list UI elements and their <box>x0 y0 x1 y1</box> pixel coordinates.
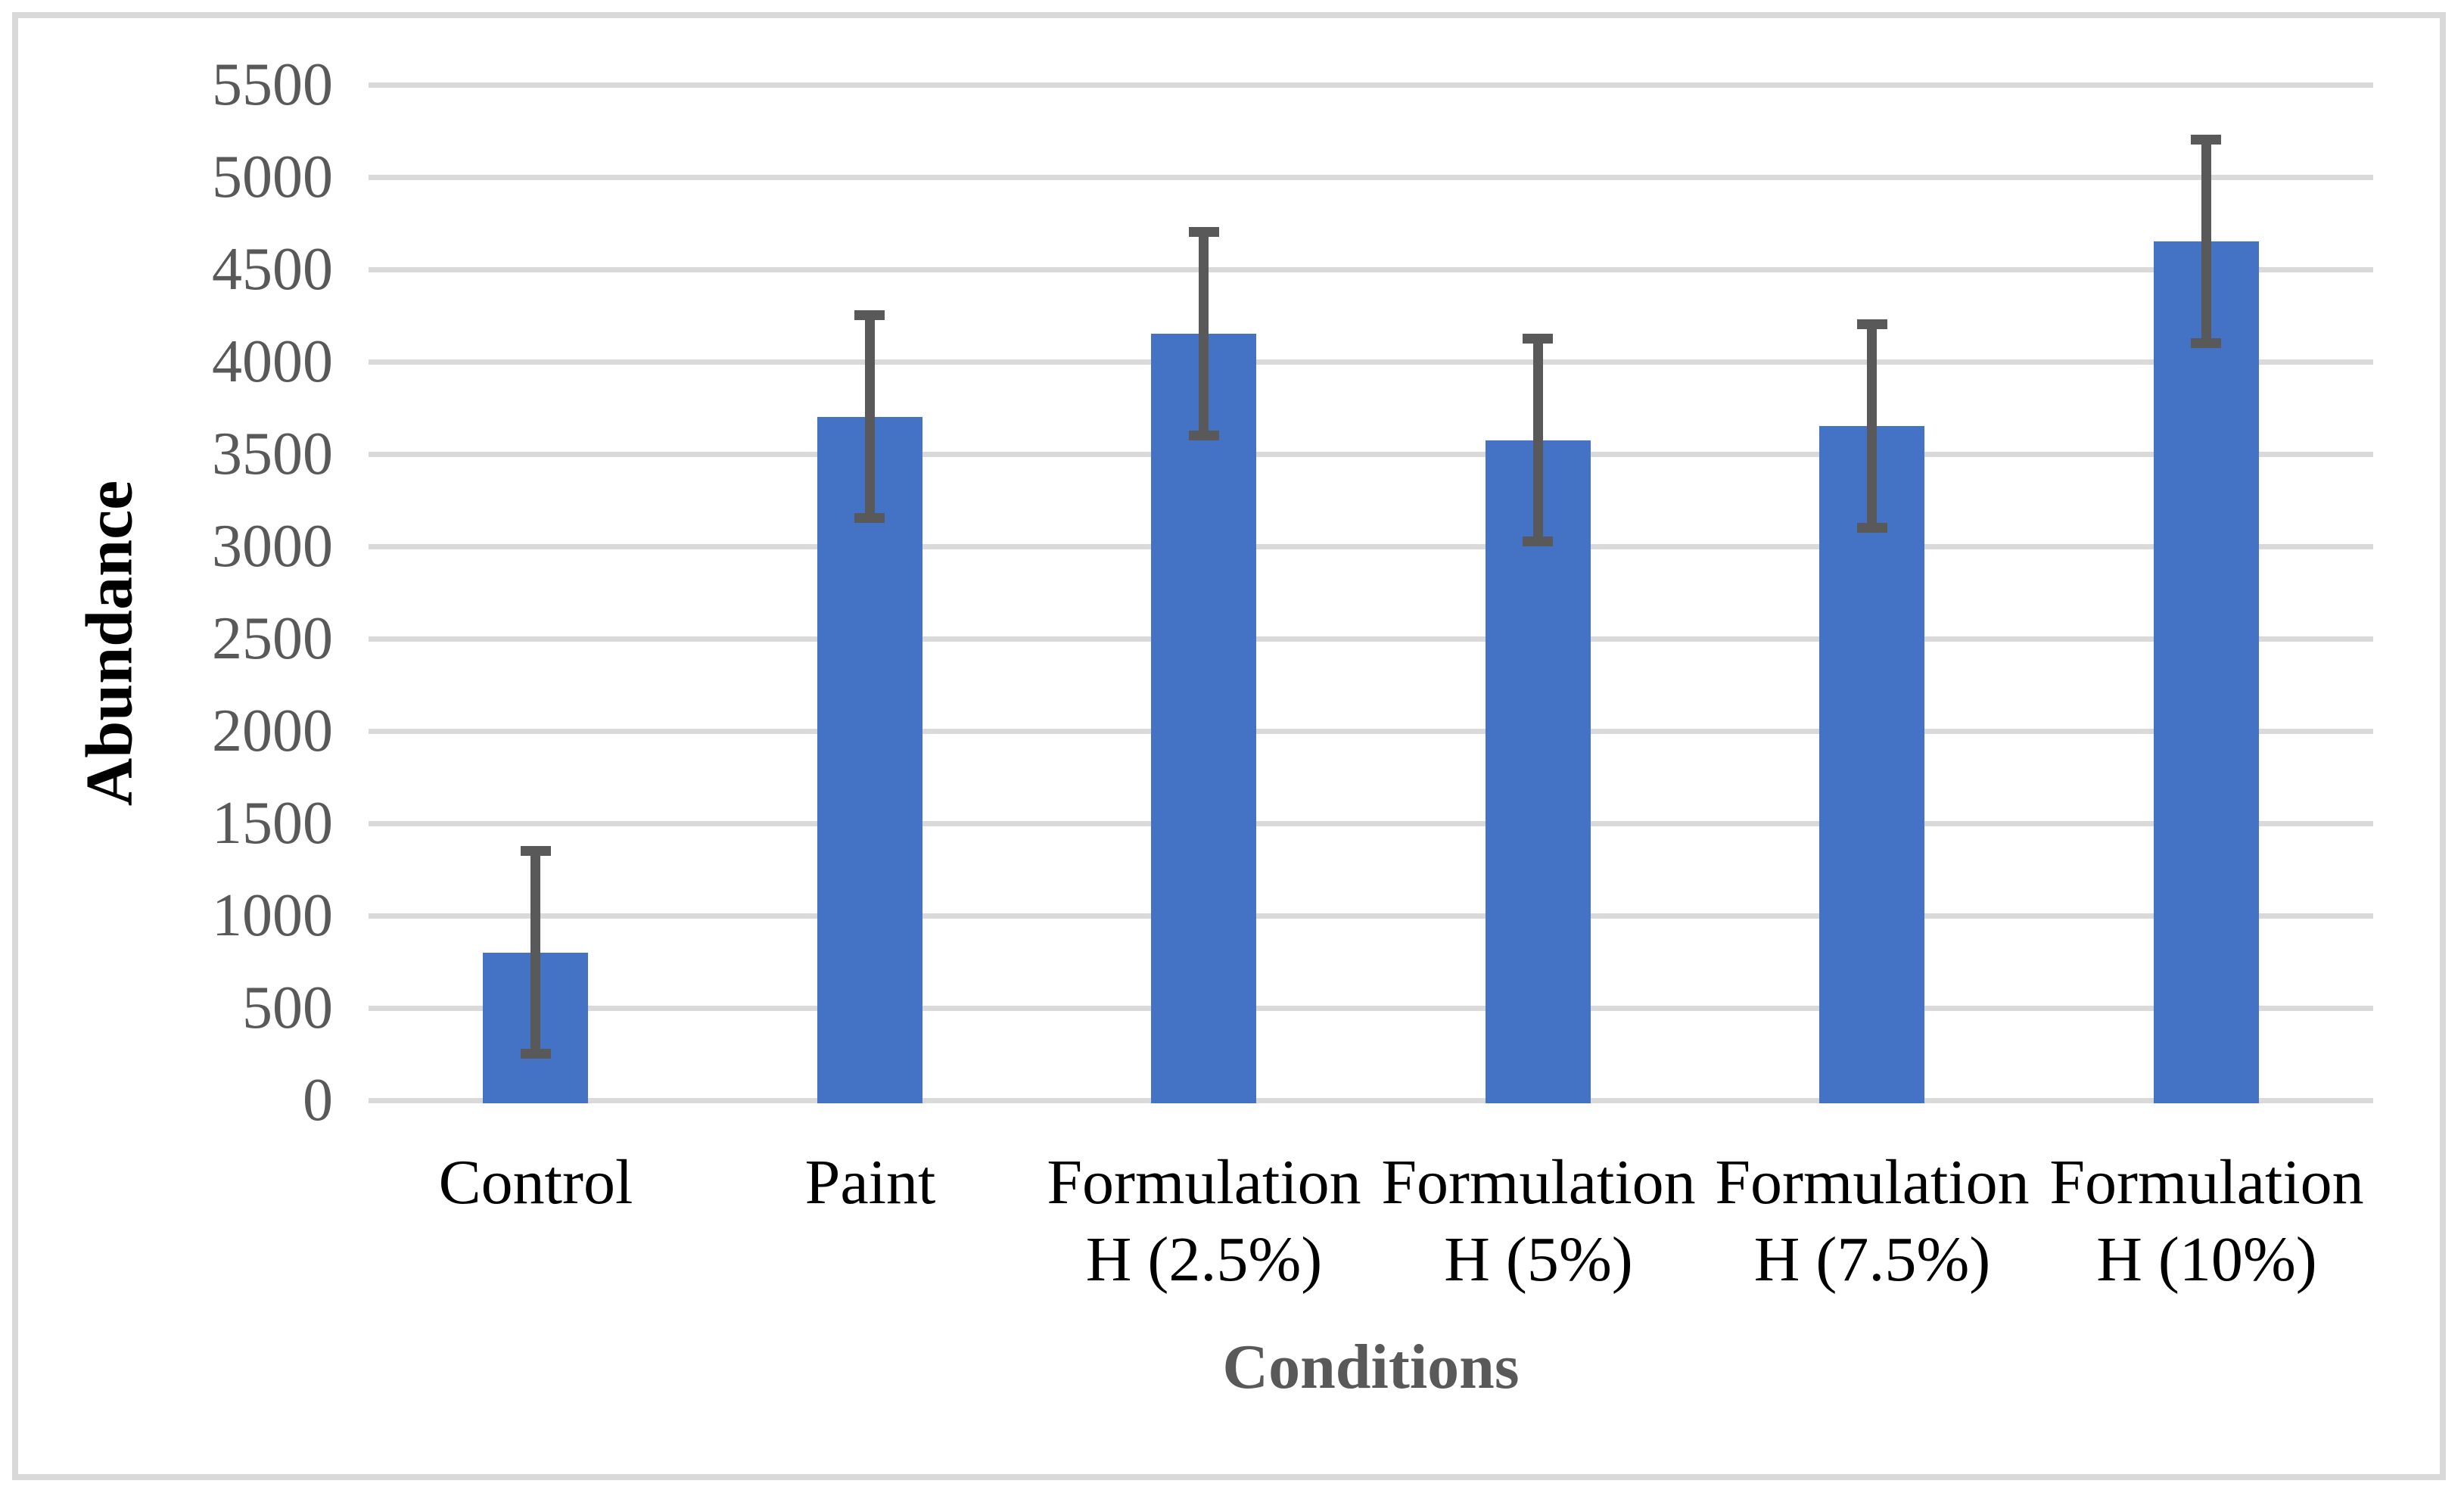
error-bar-top-cap <box>1523 334 1553 344</box>
x-axis-category-label: Formulation H (2.5%) <box>1022 1144 1386 1299</box>
error-bar-bottom-cap <box>2191 338 2221 348</box>
gridline <box>369 1006 2373 1011</box>
x-axis-category-label-line: Formulation <box>1715 1147 2030 1218</box>
x-axis-category-label-line: Formulation <box>2049 1147 2364 1218</box>
x-axis-category-label-line: Formulation <box>1381 1147 1696 1218</box>
x-axis-category-label-line: H (5%) <box>1444 1224 1633 1295</box>
y-axis-tick-label: 0 <box>303 1067 333 1134</box>
y-axis-tick-label: 3000 <box>212 513 333 580</box>
bar <box>1151 334 1256 1103</box>
x-axis-category-label-line: H (7.5%) <box>1753 1224 1991 1295</box>
y-axis-tick-label: 4000 <box>212 328 333 395</box>
error-bar-top-cap <box>1857 319 1887 329</box>
error-bar-top-cap <box>521 846 551 856</box>
error-bar-top-cap <box>854 310 885 320</box>
error-bar-line <box>1533 339 1543 542</box>
x-axis-category-label-line: H (2.5%) <box>1085 1224 1323 1295</box>
error-bar-line <box>1199 232 1209 436</box>
gridline <box>369 452 2373 457</box>
bar <box>1819 426 1924 1103</box>
y-axis-tick-label: 5500 <box>212 51 333 118</box>
error-bar-line <box>2201 140 2211 344</box>
x-axis-category-label-line: Formulation <box>1047 1147 1361 1218</box>
error-bar-line <box>865 316 875 518</box>
error-bar-bottom-cap <box>1857 523 1887 533</box>
chart-frame <box>12 12 2446 1480</box>
y-axis-title: Abundance <box>73 480 147 807</box>
gridline <box>369 821 2373 826</box>
gridline <box>369 544 2373 549</box>
x-axis-category-label: Formulation H (5%) <box>1356 1144 1721 1299</box>
y-axis-tick-label: 2000 <box>212 698 333 764</box>
y-axis-tick-label: 2500 <box>212 605 333 672</box>
x-axis-category-label-line: Control <box>438 1147 633 1218</box>
x-axis-category-label: Formulation H (10%) <box>2024 1144 2389 1299</box>
error-bar-bottom-cap <box>1189 431 1219 440</box>
y-axis-tick-label: 3500 <box>212 421 333 487</box>
bar <box>2154 241 2259 1103</box>
bar <box>817 417 922 1103</box>
y-axis-tick-label: 4500 <box>212 236 333 303</box>
gridline <box>369 267 2373 272</box>
y-axis-tick-label: 5000 <box>212 144 333 210</box>
error-bar-line <box>1867 325 1877 528</box>
error-bar-bottom-cap <box>521 1049 551 1059</box>
error-bar-bottom-cap <box>854 513 885 523</box>
gridline <box>369 359 2373 365</box>
y-axis-tick-label: 500 <box>242 975 333 1041</box>
gridline <box>369 636 2373 642</box>
x-axis-category-label-line: H (10%) <box>2096 1224 2317 1295</box>
bar <box>1486 440 1591 1103</box>
gridline <box>369 1098 2373 1103</box>
gridline <box>369 913 2373 919</box>
x-axis-category-label: Control <box>353 1144 718 1221</box>
x-axis-category-label-line: Paint <box>804 1147 936 1218</box>
y-axis-tick-label: 1000 <box>212 882 333 949</box>
gridline <box>369 82 2373 88</box>
x-axis-title: Conditions <box>1222 1332 1520 1402</box>
x-axis-category-label: Paint <box>688 1144 1053 1221</box>
y-axis-tick-label: 1500 <box>212 790 333 857</box>
error-bar-line <box>530 851 540 1054</box>
error-bar-top-cap <box>2191 135 2221 145</box>
gridline <box>369 175 2373 180</box>
x-axis-category-label: Formulation H (7.5%) <box>1690 1144 2055 1299</box>
error-bar-top-cap <box>1189 227 1219 237</box>
error-bar-bottom-cap <box>1523 537 1553 546</box>
gridline <box>369 729 2373 734</box>
